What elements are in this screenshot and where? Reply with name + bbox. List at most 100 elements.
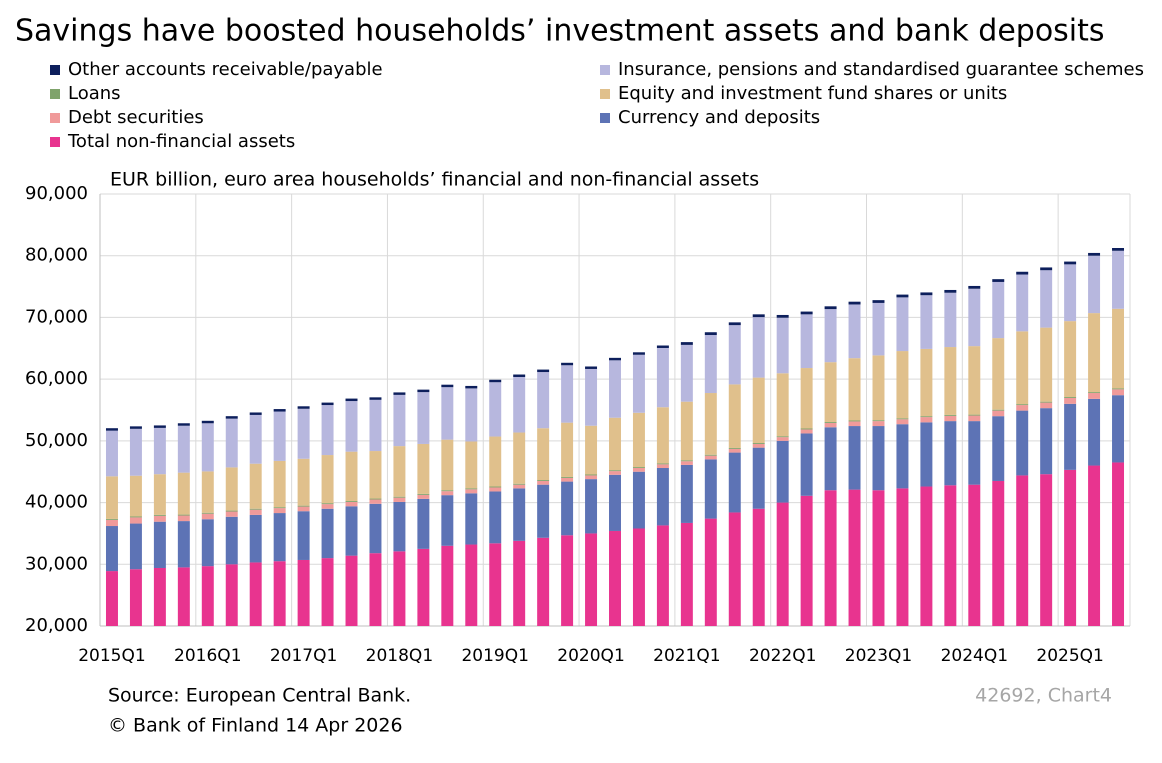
bar-segment	[369, 503, 382, 554]
bar-segment	[441, 490, 454, 492]
bar-segment	[680, 460, 693, 462]
bar-segment	[728, 512, 741, 626]
bar-segment	[1040, 408, 1053, 475]
bar-segment	[537, 480, 550, 485]
bar-segment	[417, 443, 430, 494]
bar-segment	[824, 422, 837, 428]
bar-segment	[249, 412, 262, 415]
bar-segment	[609, 357, 621, 361]
bar-segment	[632, 471, 645, 529]
bar-segment	[369, 498, 382, 500]
bar-segment	[129, 517, 142, 524]
bar-segment	[656, 347, 669, 408]
bar-segment	[1112, 388, 1125, 390]
bar-segment	[609, 471, 621, 475]
bar-segment	[1016, 271, 1029, 275]
bar-segment	[992, 409, 1005, 411]
bar-segment	[513, 540, 526, 626]
bar-segment	[441, 545, 454, 626]
bar-segment	[632, 412, 645, 468]
bar-segment	[872, 490, 885, 626]
bar-segment	[201, 512, 214, 514]
bar-segment	[105, 526, 118, 572]
bar-segment	[513, 374, 526, 377]
bar-segment	[129, 569, 142, 626]
bar-segment	[345, 401, 358, 452]
bar-segment	[728, 452, 741, 513]
bar-segment	[273, 508, 286, 514]
bar-segment	[153, 425, 166, 428]
x-tick-label: 2020Q1	[557, 646, 624, 666]
bar-segment	[728, 447, 741, 449]
bar-segment	[345, 555, 358, 626]
bar-segment	[992, 480, 1005, 626]
bar-segment	[1016, 404, 1029, 406]
bar-segment	[441, 439, 454, 491]
bar-segment	[824, 309, 837, 363]
source: Source: European Central Bank.	[108, 685, 411, 707]
bar-segment	[441, 384, 454, 388]
bar-segment	[273, 507, 286, 509]
bar-segment	[537, 369, 550, 373]
bar-segment	[417, 548, 430, 626]
bar-segment	[321, 504, 334, 509]
bar-segment	[1088, 392, 1101, 394]
bar-segment	[513, 484, 526, 489]
bar-segment	[321, 508, 334, 559]
bar-segment	[249, 463, 262, 509]
x-tick-label: 2023Q1	[845, 646, 912, 666]
bar-segment	[225, 418, 238, 468]
bar-segment	[129, 516, 142, 518]
bar-segment	[393, 392, 406, 395]
bar-segment	[704, 393, 717, 455]
bar-segment	[632, 468, 645, 472]
x-tick-label: 2019Q1	[461, 646, 528, 666]
bar-segment	[225, 416, 238, 419]
x-tick-label: 2024Q1	[941, 646, 1008, 666]
bar-segment	[1112, 462, 1125, 626]
bar-segment	[1088, 252, 1101, 256]
bar-segment	[800, 368, 813, 429]
bar-segment	[824, 306, 837, 310]
bar-segment	[632, 354, 645, 413]
bar-segment	[465, 385, 478, 389]
x-tick-label: 2017Q1	[270, 646, 337, 666]
y-tick-label: 30,000	[25, 553, 88, 574]
bar-segment	[297, 506, 310, 512]
bar-segment	[872, 420, 885, 422]
x-tick-label: 2015Q1	[78, 646, 145, 666]
bar-segment	[992, 281, 1005, 339]
bar-segment	[848, 304, 861, 359]
bar-segment	[824, 490, 837, 626]
bar-segment	[800, 429, 813, 434]
bar-segment	[776, 436, 789, 438]
bar-segment	[153, 427, 166, 475]
bar-segment	[321, 405, 334, 456]
bar-segment	[609, 474, 621, 531]
bar-segment	[944, 292, 957, 348]
bar-segment	[728, 384, 741, 448]
x-tick-label: 2016Q1	[174, 646, 241, 666]
bar-segment	[968, 414, 981, 416]
bar-segment	[273, 561, 286, 626]
bar-segment	[561, 481, 574, 536]
bar-segment	[513, 488, 526, 541]
y-tick-label: 70,000	[25, 306, 88, 327]
bar-segment	[848, 358, 861, 421]
legend-swatch	[50, 137, 60, 147]
bar-segment	[297, 511, 310, 560]
bar-segment	[752, 314, 765, 318]
bar-segment	[632, 352, 645, 355]
bar-segment	[321, 402, 334, 406]
bar-segment	[129, 428, 142, 476]
bar-segment	[225, 467, 238, 511]
bar-segment	[776, 502, 789, 626]
bar-segment	[776, 437, 789, 441]
bar-segment	[1112, 308, 1125, 389]
bar-segment	[417, 494, 430, 499]
bar-segment	[800, 314, 813, 369]
bar-segment	[752, 377, 765, 444]
bar-segment	[393, 551, 406, 626]
legend-label: Currency and deposits	[618, 107, 820, 128]
